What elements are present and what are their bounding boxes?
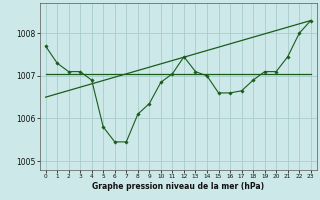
- X-axis label: Graphe pression niveau de la mer (hPa): Graphe pression niveau de la mer (hPa): [92, 182, 264, 191]
